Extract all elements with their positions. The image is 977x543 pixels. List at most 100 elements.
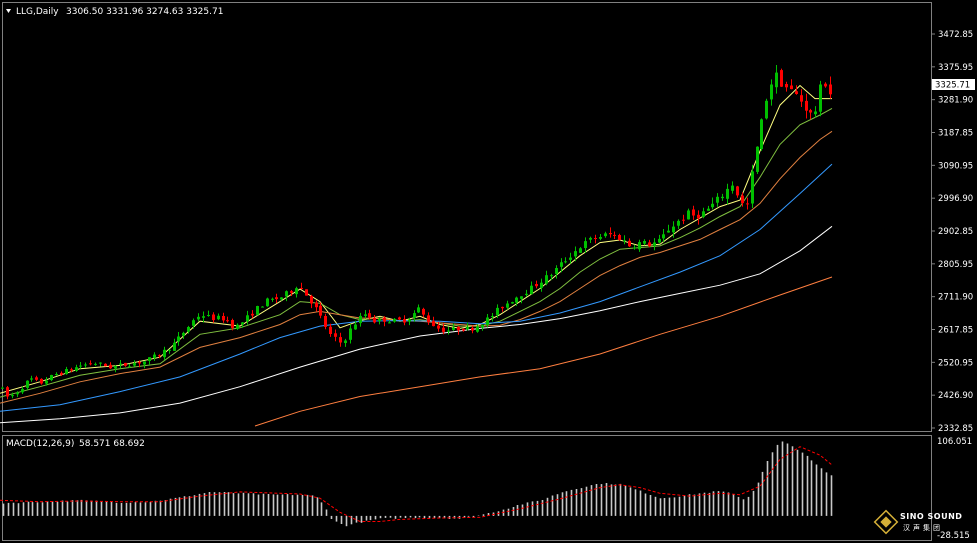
candle-body [819,84,822,112]
candle-body [452,327,455,330]
candle-body [790,85,793,90]
candle-body [496,307,499,316]
candle-body [501,306,504,309]
candle-body [770,84,773,100]
candle-body [628,240,631,247]
logo-diamond-icon [873,509,899,535]
candle-body [481,324,484,328]
candle-body [324,316,327,327]
candle-body [266,298,269,307]
candle-body [241,322,244,325]
candle-body [251,313,254,316]
candle-body [21,389,24,393]
candle-body [726,188,729,199]
candle-body [437,325,440,329]
candle-body [805,100,808,111]
main-pane-border [2,2,932,432]
candle-body [550,275,553,277]
candle-body [305,289,308,296]
candle-body [79,365,82,367]
candle-body [104,363,107,367]
candle-body [315,302,318,308]
last-price-marker [932,79,975,90]
candle-body [653,242,656,246]
candle-body [511,302,514,304]
candle-body [432,320,435,327]
candle-body [667,230,670,233]
candle-body [45,380,48,384]
price-tick-label: 2426.90 [938,391,973,401]
candle-body [623,240,626,242]
price-axis: 3472.85 3375.95 3281.90 3187.85 3090.95 2996.… [931,30,973,434]
candle-body [809,110,812,113]
candlesticks [1,65,832,400]
candle-body [604,233,607,237]
candle-body [261,306,264,308]
candle-body [26,380,29,388]
candle-body [153,354,156,359]
candle-body [584,241,587,248]
candle-body [824,83,827,87]
price-tick-label: 2332.85 [938,424,973,434]
price-tick-label: 2711.90 [938,293,973,303]
candle-body [447,330,450,332]
candle-body [751,171,754,204]
candle-body [471,327,474,331]
candle-body [133,363,136,366]
candle-body [540,282,543,288]
ma-line-1 [0,107,833,398]
candle-body [11,395,14,397]
candle-body [349,328,352,340]
macd-label: MACD(12,26,9) [6,439,74,449]
candle-body [545,275,548,284]
candle-body [736,186,739,196]
candle-body [707,208,710,211]
candle-body [222,316,225,321]
candle-body [697,214,700,219]
candle-body [75,367,78,371]
candle-body [466,327,469,330]
candle-body [275,297,278,300]
price-tick-label: 3281.90 [938,96,973,106]
candle-body [94,363,97,365]
price-tick-label: 3187.85 [938,129,973,139]
candle-body [672,226,675,233]
candle-body [662,234,665,239]
candle-body [785,84,788,88]
last-price-label: 3325.71 [935,81,970,91]
macd-tick-bottom: -28.515 [937,531,970,541]
candle-body [530,285,533,295]
candle-body [226,320,229,322]
candle-body [633,247,636,249]
candle-body [677,220,680,226]
candle-body [569,257,572,260]
candle-body [560,262,563,267]
candle-body [814,111,817,115]
candle-body [236,324,239,329]
candle-body [687,210,690,220]
candle-body [609,233,612,235]
candle-body [711,203,714,208]
candle-body [638,242,641,250]
candle-body [114,365,117,369]
candle-body [99,362,102,364]
candle-body [158,355,161,357]
candle-body [520,296,523,299]
candle-body [486,317,489,325]
candle-body [716,196,719,203]
candle-body [35,377,38,380]
candle-body [197,316,200,320]
ma-line-2 [0,130,833,404]
collapse-triangle-icon[interactable] [6,9,11,13]
candle-body [388,322,391,324]
candle-body [721,196,724,199]
sinosound-logo: SINO SOUND 汉声集团 [873,509,962,535]
macd-tick-top: 106.051 [937,437,972,447]
macd-signal-line [0,446,833,522]
candle-body [829,84,832,95]
candle-body [138,362,141,364]
candle-body [756,146,759,172]
candle-body [643,241,646,244]
candle-body [231,320,234,328]
candle-body [618,235,621,240]
